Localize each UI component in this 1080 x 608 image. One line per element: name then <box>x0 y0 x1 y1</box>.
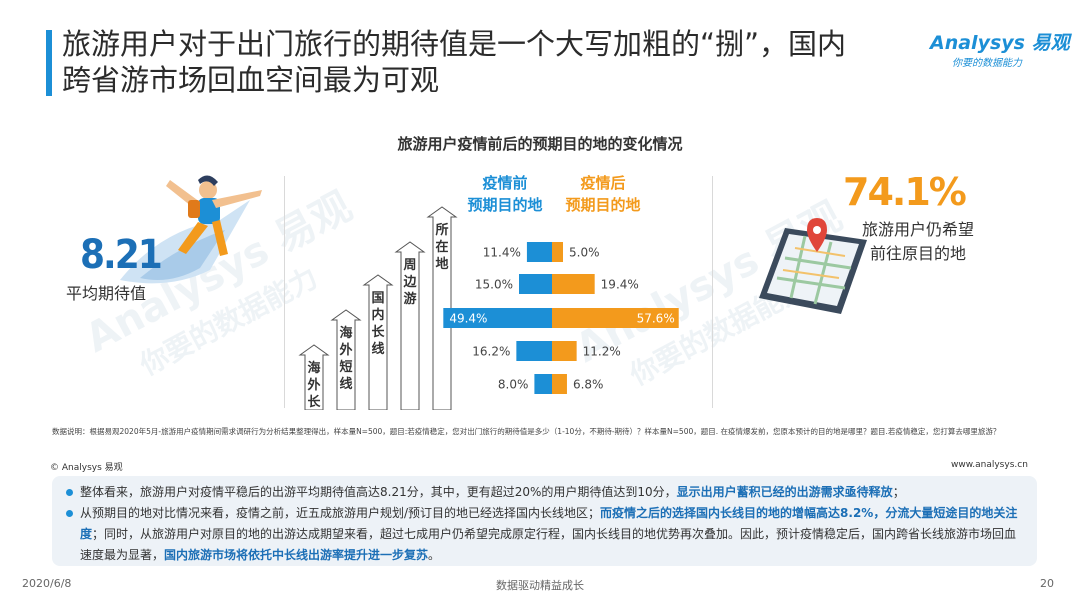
summary-point-1: 整体看来，旅游用户对疫情平稳后的出游平均期待值高达8.21分，其中，更有超过20… <box>66 482 1025 503</box>
data-label-after: 57.6% <box>637 312 675 326</box>
summary-highlight: 国内旅游市场将依托中长线出游率提升进一步复苏 <box>164 548 429 562</box>
bar-after <box>552 341 577 361</box>
bar-after <box>552 274 595 294</box>
title-accent-bar <box>46 30 52 96</box>
legend-after-line1: 疫情后 <box>580 174 626 192</box>
destination-chart: 海外长线海外短线国内长线周边游所在地11.4%5.0%15.0%19.4%49.… <box>298 206 679 410</box>
summary-text: 从预期目的地对比情况来看，疫情之前，近五成旅游用户规划/预订目的地已经选择国内长… <box>80 506 601 520</box>
summary-text: ；同时，从旅游用户对原目的地的出游达成期望来看，超过七成用户仍希望完成原定行程，… <box>80 527 1017 562</box>
copyright: © Analysys 易观 <box>50 463 123 473</box>
divider-right <box>712 176 713 408</box>
page-number: 20 <box>1040 577 1054 590</box>
kpi-percent-label-line1: 旅游用户仍希望 <box>861 220 974 239</box>
summary-highlight: 显示出用户蓄积已经的出游需求亟待释放 <box>676 485 893 499</box>
kpi-percent-label-line2: 前往原目的地 <box>869 244 966 263</box>
svg-text:海: 海 <box>307 360 320 376</box>
tablet-map-illustration <box>759 218 867 314</box>
summary-point-2: 从预期目的地对比情况来看，疫情之前，近五成旅游用户规划/预订目的地已经选择国内长… <box>66 503 1025 566</box>
analysys-logo: Analysys 易观 你要的数据能力 <box>920 28 1070 72</box>
bar-before <box>526 242 552 262</box>
svg-text:长: 长 <box>371 324 385 340</box>
data-label-before: 8.0% <box>498 378 529 392</box>
bar-before <box>516 341 552 361</box>
bar-before <box>519 274 552 294</box>
kpi-average-label: 平均期待值 <box>66 284 147 303</box>
kpi-average-value: 8.21 <box>80 232 163 278</box>
summary-box: 整体看来，旅游用户对疫情平稳后的出游平均期待值高达8.21分，其中，更有超过20… <box>52 476 1037 566</box>
legend-before: 疫情前 预期目的地 <box>460 172 550 216</box>
bullet-dot <box>66 489 73 496</box>
legend-before-line1: 疫情前 <box>482 174 528 192</box>
svg-text:短: 短 <box>339 359 352 375</box>
category-step: 海外长线 <box>298 344 330 410</box>
data-label-after: 5.0% <box>569 246 600 260</box>
kpi-percent-value: 74.1% <box>843 170 967 214</box>
legend-before-line2: 预期目的地 <box>467 196 543 214</box>
category-step: 国内长线 <box>362 274 394 410</box>
svg-text:内: 内 <box>371 307 384 323</box>
data-label-before: 16.2% <box>472 345 510 359</box>
bar-after <box>552 374 567 394</box>
svg-text:线: 线 <box>371 341 384 357</box>
page-title-line2: 跨省游市场回血空间最为可观 <box>62 63 440 97</box>
data-label-after: 19.4% <box>601 278 639 292</box>
bullet-dot <box>66 510 73 517</box>
category-step: 周边游 <box>394 241 426 410</box>
page-title: 旅游用户对于出门旅行的期待值是一个大写加粗的“捌”，国内 跨省游市场回血空间最为… <box>62 26 962 98</box>
svg-text:外: 外 <box>338 342 352 358</box>
svg-text:地: 地 <box>435 256 448 272</box>
footnote: 数据说明：根据易观2020年5月-旅游用户疫情期间需求调研行为分析结果整理得出，… <box>52 427 1001 436</box>
data-label-after: 11.2% <box>583 345 621 359</box>
footer-date: 2020/6/8 <box>22 577 72 590</box>
logo-main-text: Analysys 易观 <box>930 32 1070 54</box>
category-step: 所在地 <box>426 206 458 410</box>
svg-text:在: 在 <box>435 239 448 255</box>
data-label-after: 6.8% <box>573 378 604 392</box>
svg-text:外: 外 <box>306 377 320 393</box>
data-label-before: 15.0% <box>475 278 513 292</box>
chart-title: 旅游用户疫情前后的预期目的地的变化情况 <box>397 135 683 153</box>
divider-left <box>284 176 285 408</box>
data-label-before: 49.4% <box>449 312 487 326</box>
bar-before <box>534 374 552 394</box>
legend-after: 疫情后 预期目的地 <box>558 172 648 216</box>
footer-slogan: 数据驱动精益成长 <box>496 579 584 592</box>
legend-after-line2: 预期目的地 <box>565 196 641 214</box>
svg-text:国: 国 <box>371 291 384 306</box>
svg-text:游: 游 <box>403 291 416 307</box>
svg-text:海: 海 <box>339 325 352 341</box>
traveler-illustration <box>120 175 262 284</box>
summary-text: 整体看来，旅游用户对疫情平稳后的出游平均期待值高达8.21分，其中，更有超过20… <box>80 485 677 499</box>
summary-text: ； <box>892 485 905 499</box>
svg-text:边: 边 <box>402 275 417 290</box>
bar-after <box>552 242 563 262</box>
data-label-before: 11.4% <box>483 246 521 260</box>
svg-text:周: 周 <box>403 258 416 273</box>
kpi-percent-label: 旅游用户仍希望 前往原目的地 <box>858 218 978 266</box>
bar-before <box>443 308 552 328</box>
bar-after <box>552 308 679 328</box>
summary-text: 。 <box>428 548 441 562</box>
summary-highlight: 而疫情之后的选择国内长线目的地的增幅高达8.2%，分流大量短途目的地关注度 <box>80 506 1018 541</box>
svg-text:长: 长 <box>307 394 321 410</box>
website-link[interactable]: www.analysys.cn <box>951 460 1028 470</box>
svg-text:线: 线 <box>339 376 352 392</box>
svg-text:所: 所 <box>435 222 448 238</box>
logo-sub-text: 你要的数据能力 <box>952 58 1022 69</box>
page-title-line1: 旅游用户对于出门旅行的期待值是一个大写加粗的“捌”，国内 <box>62 27 847 61</box>
